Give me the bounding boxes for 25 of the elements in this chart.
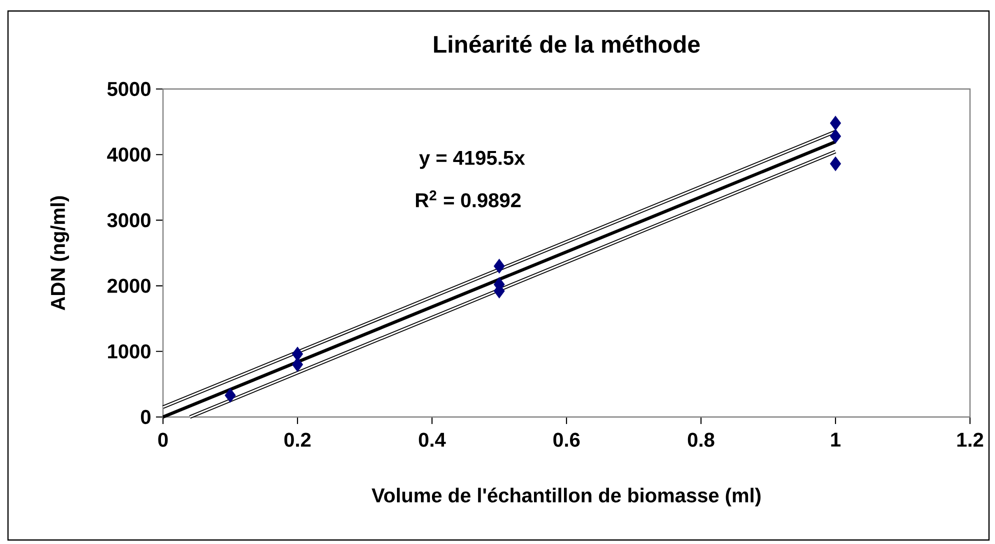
point (830, 156, 842, 172)
annotation: y = 4195.5x (419, 150, 526, 169)
y-tick-label: 4000 (107, 148, 150, 162)
y-tick-label: 5000 (107, 82, 150, 96)
y-tick-label: 2000 (107, 278, 150, 293)
x-tick-label: 0.4 (418, 432, 446, 447)
x-tick-label: 1.2 (957, 432, 984, 447)
point (494, 258, 505, 274)
x-tick-label: 1 (831, 432, 841, 446)
y-tick-label: 0 (140, 410, 150, 424)
point (830, 128, 842, 144)
point (224, 388, 236, 403)
point (292, 357, 304, 372)
y-tick-label: 1000 (108, 344, 150, 358)
x-tick-label: 0.6 (553, 432, 580, 447)
annotation: R$^{2}$ = 0.9892 (416, 190, 521, 208)
x-tick-label: 0.8 (688, 432, 714, 447)
y-axis-title: ADN (ng/ml) (50, 196, 70, 310)
chart-title: Linéarité de la méthode (434, 35, 700, 53)
point (830, 116, 842, 130)
x-tick-label: 0.2 (284, 432, 311, 447)
x-axis-title: Volume de l'échantillon de biomasse (ml) (372, 488, 761, 506)
x-tick-label: 0 (158, 432, 168, 447)
point (292, 346, 304, 362)
y-tick-label: 3000 (107, 213, 150, 228)
